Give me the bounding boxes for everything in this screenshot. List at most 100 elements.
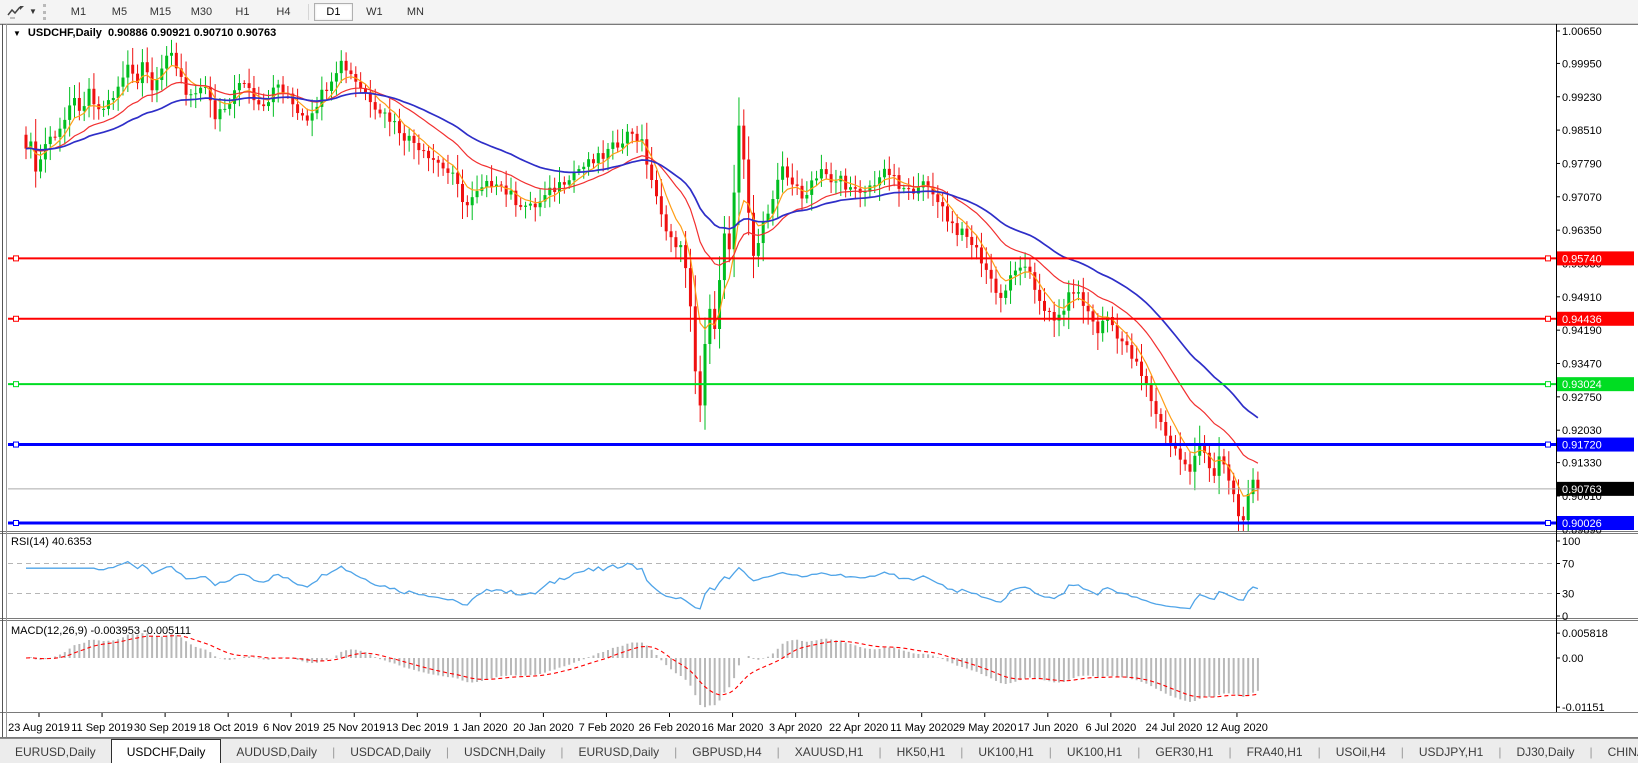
candle-down — [378, 109, 382, 114]
candle-up — [106, 100, 110, 109]
ma-slow-line — [25, 92, 1259, 419]
tab-separator: | — [1400, 745, 1404, 759]
chart-tab-eurusd-daily[interactable]: EURUSD,Daily — [578, 745, 660, 759]
chart-tab-fra40-h1[interactable]: FRA40,H1 — [1246, 745, 1303, 759]
candle-up — [776, 179, 780, 200]
timeframe-button-m15[interactable]: M15 — [149, 5, 172, 18]
chart-tab-usdcad-daily[interactable]: USDCAD,Daily — [350, 745, 431, 759]
chart-tab-usdcnh-daily[interactable]: USDCNH,Daily — [464, 745, 546, 759]
candle-down — [1135, 358, 1139, 362]
macd-tick-label: 0.005818 — [1562, 628, 1608, 640]
chart-tab-ger30-h1[interactable]: GER30,H1 — [1155, 745, 1214, 759]
line-handle[interactable] — [1545, 315, 1551, 322]
candle-up — [199, 87, 203, 94]
timeframe-button-m30[interactable]: M30 — [190, 5, 213, 18]
candle-down — [1159, 414, 1163, 422]
macd-tick-label: 0.00 — [1562, 653, 1583, 665]
chart-tab-uk100-h1[interactable]: UK100,H1 — [1066, 745, 1123, 759]
line-handle[interactable] — [1545, 381, 1551, 388]
ma-fast-line — [25, 64, 1258, 497]
candle-down — [1086, 305, 1090, 312]
candle-down — [1256, 479, 1260, 490]
line-handle[interactable] — [13, 441, 19, 448]
candle-up — [1193, 455, 1197, 472]
line-handle[interactable] — [13, 381, 19, 388]
chart-tab-uk100-h1[interactable]: UK100,H1 — [978, 745, 1034, 759]
date-tick-label: 23 Aug 2019 — [8, 722, 70, 734]
candle-down — [1115, 325, 1119, 339]
candle-down — [1227, 464, 1231, 481]
candle-up — [916, 187, 920, 194]
timeframe-button-w1[interactable]: W1 — [366, 5, 383, 18]
candle-down — [1043, 300, 1046, 311]
chart-tab-gbpusd-h4[interactable]: GBPUSD,H4 — [692, 745, 762, 759]
date-tick-label: 16 Mar 2020 — [702, 722, 764, 734]
candle-down — [92, 88, 96, 105]
candle-up — [819, 169, 823, 179]
candle-up — [267, 102, 270, 107]
rsi-indicator-label: RSI(14) 40.6353 — [11, 536, 92, 548]
candle-down — [325, 89, 329, 92]
timeframe-button-h1[interactable]: H1 — [235, 5, 250, 18]
chart-tab-audusd-daily[interactable]: AUDUSD,Daily — [236, 745, 318, 759]
candle-down — [1207, 452, 1211, 469]
chart-tab-dj30-daily[interactable]: DJ30,Daily — [1516, 745, 1575, 759]
line-handle[interactable] — [13, 519, 19, 526]
chevron-down-icon[interactable]: ▼ — [29, 7, 37, 16]
candle-down — [785, 166, 789, 178]
line-handle[interactable] — [1545, 255, 1551, 262]
timeframe-button-m1[interactable]: M1 — [70, 5, 87, 18]
line-handle[interactable] — [13, 315, 19, 322]
candle-down — [853, 187, 857, 189]
candle-up — [1076, 292, 1080, 294]
bid-price-label: 0.90763 — [1562, 484, 1602, 496]
rsi-panel — [8, 560, 1556, 610]
chart-tab-xauusd-h1[interactable]: XAUUSD,H1 — [794, 745, 864, 759]
candle-down — [1096, 321, 1100, 334]
candle-down — [296, 104, 300, 114]
symbol-dropdown-icon[interactable]: ▼ — [13, 28, 21, 38]
macd-tick-label: -0.01151 — [1562, 702, 1605, 714]
date-tick-label: 25 Nov 2019 — [323, 722, 385, 734]
candle-down — [368, 92, 372, 103]
time-axis[interactable]: 23 Aug 2019 11 Sep 2019 30 Sep 2019 18 Oct … — [8, 713, 1268, 734]
candle-down — [1222, 456, 1226, 465]
candle-down — [397, 121, 401, 134]
chart-tab-usoil-h4[interactable]: USOil,H4 — [1335, 745, 1386, 759]
candle-down — [1091, 311, 1095, 322]
candle-up — [1013, 270, 1017, 276]
candle-down — [1164, 421, 1168, 436]
toolbar-divider — [307, 3, 309, 20]
candle-up — [1004, 290, 1008, 298]
chart-tab-china300-h1[interactable]: CHINA300,H1 — [1607, 745, 1638, 759]
timeframe-button-mn[interactable]: MN — [406, 5, 424, 18]
date-tick-label: 12 Aug 2020 — [1206, 722, 1268, 734]
candle-down — [1110, 317, 1114, 326]
candle-up — [577, 169, 581, 172]
toolbar-grip[interactable] — [42, 3, 50, 20]
line-handle[interactable] — [13, 255, 19, 262]
candle-up — [921, 181, 925, 188]
candle-down — [441, 162, 445, 169]
timeframe-button-h4[interactable]: H4 — [276, 5, 291, 18]
line-handle[interactable] — [1545, 441, 1551, 448]
candle-up — [815, 178, 819, 181]
timeframe-button-d1[interactable]: D1 — [313, 2, 353, 21]
candle-down — [252, 88, 256, 101]
candle-down — [431, 158, 435, 160]
line-handle[interactable] — [1545, 519, 1551, 526]
chart-tab-usdjpy-h1[interactable]: USDJPY,H1 — [1418, 745, 1484, 759]
candle-up — [708, 308, 712, 344]
candle-down — [630, 131, 634, 134]
candle-up — [1251, 479, 1255, 495]
chart-tab-hk50-h1[interactable]: HK50,H1 — [896, 745, 946, 759]
timeframe-toolbar: ▼ M1 M5 M15 M30 H1 H4 D1 W1 MN — [0, 0, 1638, 24]
chart-arrows-icon[interactable] — [3, 3, 29, 21]
timeframe-button-m5[interactable]: M5 — [111, 5, 128, 18]
candle-up — [528, 203, 532, 206]
chart-tab-eurusd-daily[interactable]: EURUSD,Daily — [15, 745, 96, 759]
chart-tab-usdchf-daily[interactable]: USDCHF,Daily — [110, 739, 222, 763]
candle-down — [1183, 459, 1187, 465]
price-tick-label: 1.00650 — [1562, 26, 1602, 38]
